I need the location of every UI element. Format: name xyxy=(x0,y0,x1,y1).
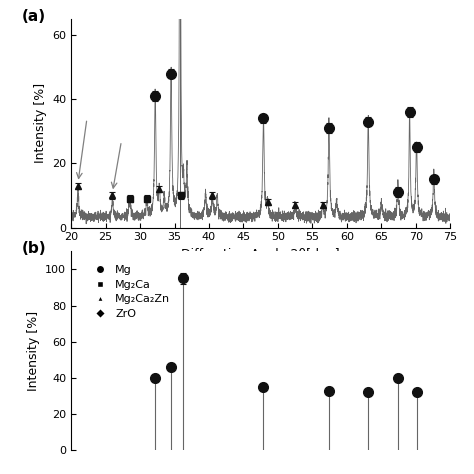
Y-axis label: Intensity [%]: Intensity [%] xyxy=(34,83,46,164)
Text: (b): (b) xyxy=(22,241,46,256)
Text: (a): (a) xyxy=(22,9,46,24)
Legend: Mg, Mg₂Ca, Mg₂Ca₂Zn, ZrO: Mg, Mg₂Ca, Mg₂Ca₂Zn, ZrO xyxy=(84,261,175,323)
X-axis label: Diffraction Angle 2θ[deg]: Diffraction Angle 2θ[deg] xyxy=(182,248,340,261)
Y-axis label: Intensity [%]: Intensity [%] xyxy=(27,310,40,391)
